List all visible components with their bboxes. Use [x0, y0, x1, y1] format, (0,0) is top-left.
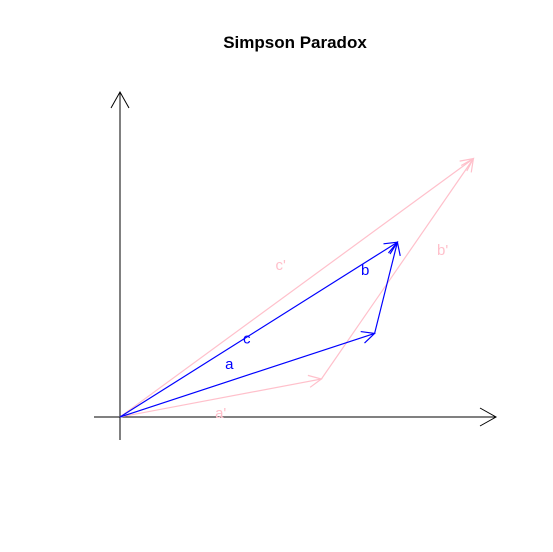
vector-c-label: c — [243, 331, 251, 348]
vector-c-prime-shaft — [120, 159, 473, 417]
vector-b-prime-label: b' — [437, 242, 448, 259]
vector-b: b — [361, 242, 400, 333]
vectors-layer: a' b' c' a b c — [120, 159, 473, 422]
vector-a-label: a — [225, 356, 234, 373]
vector-b-prime: b' — [321, 159, 473, 379]
vector-c-prime: c' — [120, 159, 473, 417]
vector-a-prime-label: a' — [215, 405, 226, 422]
vector-c-prime-label: c' — [276, 257, 287, 274]
vector-b-shaft — [375, 242, 398, 333]
chart-title: Simpson Paradox — [223, 33, 367, 52]
vector-b-prime-shaft — [321, 159, 473, 379]
vector-a-prime: a' — [120, 375, 321, 422]
y-axis — [111, 92, 129, 440]
